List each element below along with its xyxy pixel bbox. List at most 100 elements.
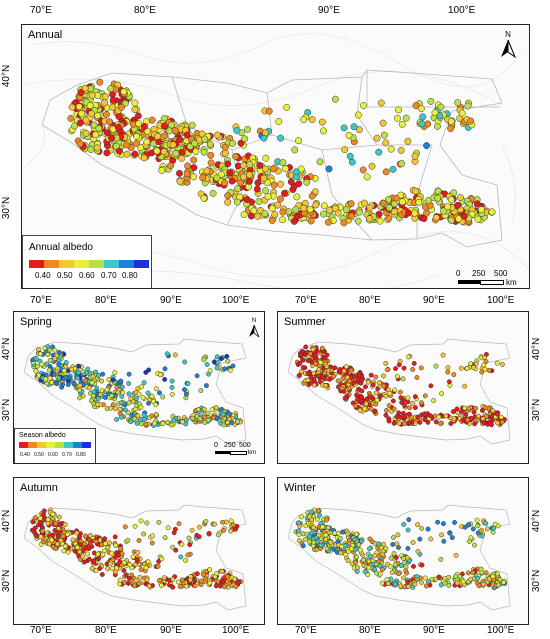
albedo-station-point — [323, 536, 329, 542]
albedo-station-point — [85, 551, 90, 557]
albedo-station-point — [120, 390, 126, 396]
albedo-station-point — [171, 127, 179, 134]
albedo-station-point — [373, 390, 379, 396]
albedo-station-point — [260, 174, 268, 182]
albedo-station-point — [234, 185, 242, 193]
albedo-station-point — [455, 215, 463, 223]
albedo-station-point — [350, 123, 358, 131]
albedo-station-point — [318, 118, 326, 126]
albedo-station-point — [324, 364, 330, 370]
scale-label-0: 0 — [456, 269, 461, 278]
albedo-station-point — [393, 366, 399, 372]
albedo-station-point — [108, 405, 114, 411]
albedo-station-point — [406, 354, 411, 360]
albedo-station-point — [451, 416, 457, 422]
albedo-station-point — [450, 409, 456, 415]
albedo-station-point — [383, 546, 389, 552]
albedo-station-point — [76, 387, 82, 393]
albedo-station-point — [169, 378, 175, 384]
albedo-station-point — [118, 414, 124, 420]
albedo-station-point — [45, 521, 51, 526]
albedo-station-point — [423, 142, 431, 150]
albedo-station-point — [51, 371, 57, 377]
albedo-station-point — [440, 352, 446, 358]
albedo-station-point — [37, 351, 43, 357]
albedo-station-point — [277, 134, 285, 142]
annual-panel-title: Annual — [28, 29, 63, 41]
albedo-station-point — [264, 193, 272, 201]
albedo-station-point — [125, 410, 131, 416]
albedo-station-point — [331, 204, 339, 212]
albedo-station-point — [307, 217, 315, 225]
summer-panel-title: Summer — [284, 316, 326, 328]
albedo-station-point — [60, 382, 66, 387]
albedo-station-point — [402, 421, 407, 427]
albedo-station-point — [103, 110, 110, 118]
albedo-station-point — [468, 576, 474, 582]
albedo-station-point — [311, 378, 317, 383]
spring-legend-title: Season albedo — [19, 432, 66, 439]
albedo-station-point — [237, 179, 245, 187]
albedo-station-point — [307, 539, 313, 545]
albedo-station-point — [212, 521, 218, 527]
annual-legend: Annual albedo 0.40 0.50 0.60 0.70 0.80 — [22, 235, 152, 288]
spring-panel-title: Spring — [20, 316, 52, 328]
albedo-station-point — [494, 411, 500, 417]
albedo-station-point — [433, 419, 439, 425]
albedo-station-point — [153, 411, 159, 417]
albedo-station-point — [187, 577, 193, 583]
albedo-station-point — [139, 421, 144, 427]
annual-map — [22, 33, 529, 288]
albedo-station-point — [225, 420, 230, 425]
albedo-station-point — [349, 546, 354, 552]
winter-x-tick-90e: 90°E — [423, 625, 445, 636]
albedo-station-point — [311, 382, 317, 388]
albedo-station-point — [462, 383, 468, 389]
albedo-station-point — [320, 210, 327, 218]
albedo-station-point — [145, 559, 151, 565]
albedo-station-point — [368, 162, 376, 170]
albedo-station-point — [176, 178, 184, 185]
albedo-station-point — [237, 139, 245, 147]
x-tick-100e: 100°E — [448, 5, 476, 16]
albedo-station-point — [184, 162, 192, 170]
albedo-station-point — [201, 572, 206, 578]
albedo-station-point — [160, 394, 166, 400]
albedo-station-point — [172, 352, 178, 358]
albedo-station-point — [188, 121, 196, 129]
albedo-station-point — [425, 526, 431, 532]
albedo-station-point — [462, 405, 468, 411]
albedo-station-point — [354, 554, 360, 560]
albedo-station-point — [282, 165, 289, 173]
albedo-station-point — [100, 551, 106, 557]
albedo-station-point — [388, 555, 394, 561]
albedo-station-point — [483, 404, 488, 410]
albedo-station-point — [77, 89, 85, 96]
albedo-station-point — [431, 398, 437, 404]
albedo-station-point — [143, 565, 149, 571]
albedo-station-point — [331, 546, 337, 552]
albedo-station-point — [112, 534, 118, 540]
albedo-station-point — [305, 371, 311, 376]
albedo-station-point — [185, 381, 191, 387]
albedo-station-point — [102, 395, 108, 400]
albedo-station-point — [348, 158, 356, 166]
albedo-station-point — [474, 517, 480, 523]
albedo-station-point — [176, 169, 183, 177]
albedo-station-point — [407, 411, 412, 417]
albedo-station-point — [411, 563, 416, 569]
albedo-station-point — [276, 195, 284, 203]
winter-region-outline — [287, 504, 511, 611]
legend-swatch — [28, 442, 37, 448]
albedo-station-point — [146, 400, 152, 406]
albedo-station-point — [84, 370, 90, 376]
albedo-station-point — [183, 131, 191, 139]
albedo-station-point — [329, 367, 335, 373]
albedo-station-point — [313, 353, 319, 359]
albedo-station-point — [345, 531, 351, 537]
summer-albedo-points — [294, 344, 507, 428]
albedo-station-point — [426, 579, 431, 585]
spring-scale-500: 500 — [239, 442, 251, 449]
scale-label-500: 500 — [494, 269, 508, 278]
albedo-station-point — [386, 403, 392, 409]
